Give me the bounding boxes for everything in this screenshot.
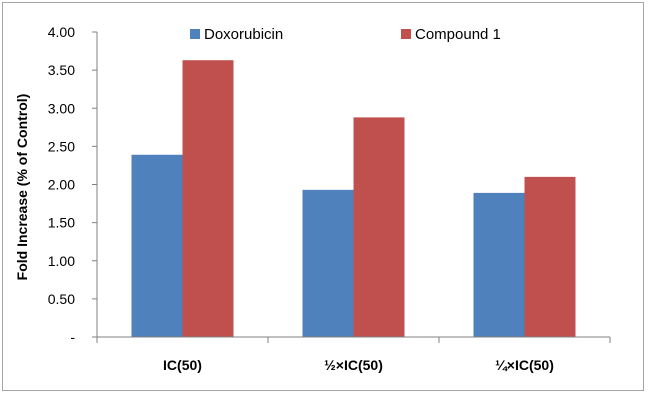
- bar-doxorubicin-0: [131, 154, 183, 337]
- legend: Doxorubicin Compound 1: [190, 26, 501, 43]
- x-category-label: ¼×IC(50): [495, 357, 554, 373]
- bar-doxorubicin-1: [302, 189, 354, 337]
- bar-compound-1-2: [524, 176, 576, 337]
- y-tick-label: 2.00: [48, 177, 75, 193]
- bars: [131, 60, 576, 338]
- y-tick-label: 2.50: [48, 138, 75, 154]
- axes: [96, 32, 610, 338]
- legend-swatch: [190, 29, 200, 39]
- y-tick-label: -: [70, 329, 75, 345]
- bar-compound-1-0: [182, 60, 234, 338]
- y-tick-label: 4.00: [48, 24, 75, 40]
- y-axis-label: Fold Increase (% of Control): [14, 94, 30, 281]
- legend-label: Compound 1: [415, 26, 501, 43]
- y-tick-label: 1.00: [48, 253, 75, 269]
- y-tick-label: 1.50: [48, 215, 75, 231]
- bar-doxorubicin-2: [473, 192, 525, 337]
- x-category-label: ½×IC(50): [324, 357, 383, 373]
- y-axis-ticks: - 0.50 1.00 1.50 2.00 2.50 3.00 3.50 4.00: [48, 24, 97, 345]
- y-tick-label: 3.50: [48, 62, 75, 78]
- legend-label: Doxorubicin: [204, 26, 283, 43]
- legend-swatch: [401, 29, 411, 39]
- x-category-label: IC(50): [163, 357, 202, 373]
- bar-compound-1-1: [353, 117, 405, 338]
- y-tick-label: 3.00: [48, 100, 75, 116]
- y-tick-label: 0.50: [48, 291, 75, 307]
- x-axis-ticks: IC(50) ½×IC(50) ¼×IC(50): [96, 337, 611, 373]
